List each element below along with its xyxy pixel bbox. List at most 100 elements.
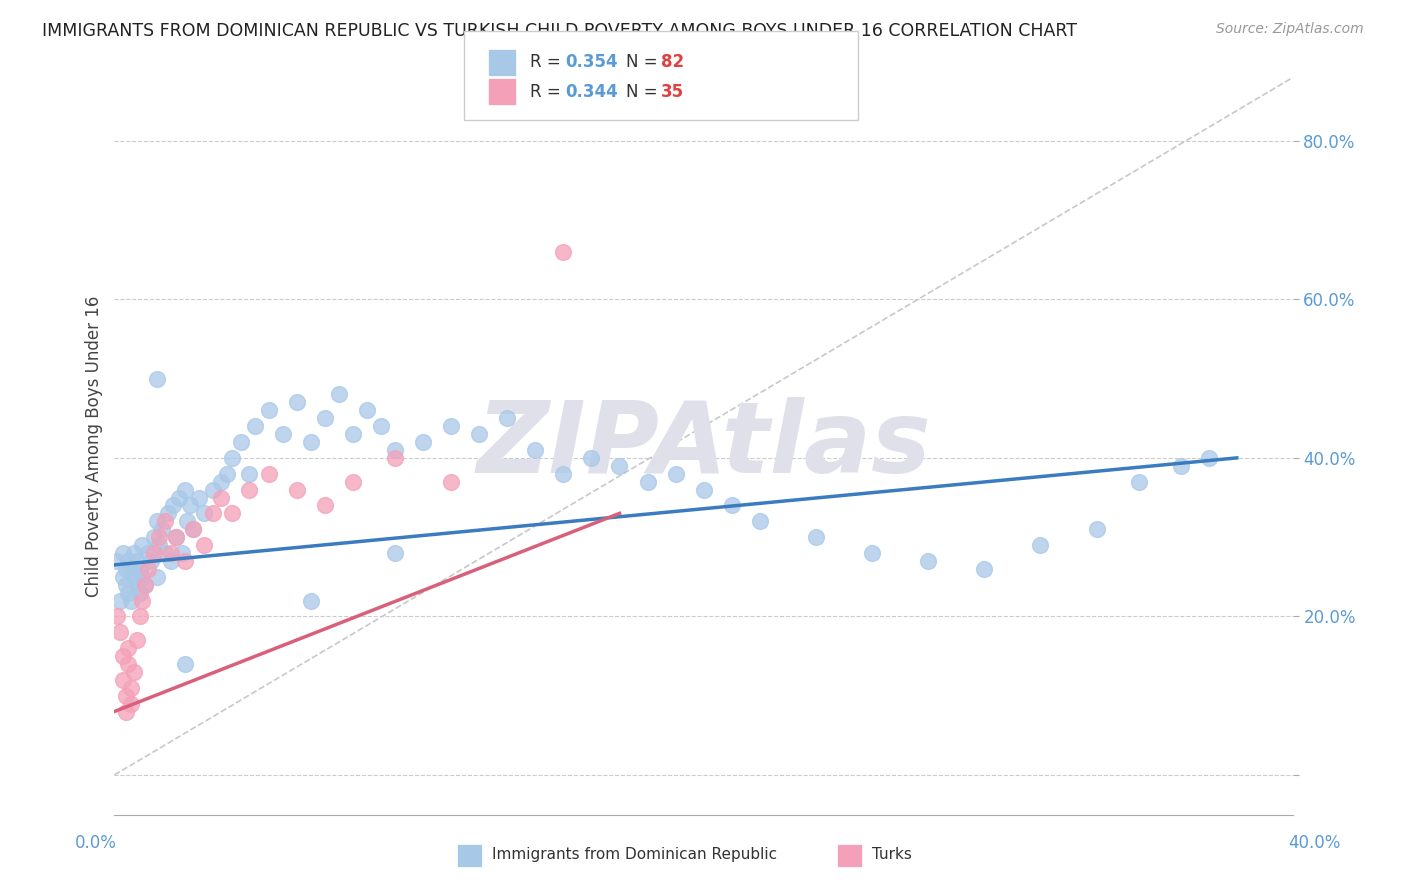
Point [193, 507, 215, 521]
Point [136, 562, 159, 576]
Point [125, 633, 148, 648]
Point [176, 514, 198, 528]
Point [285, 483, 308, 497]
Point [440, 475, 463, 489]
Point [804, 530, 827, 544]
Text: 0.354: 0.354 [565, 54, 617, 71]
Point [117, 585, 139, 599]
Text: R =: R = [530, 83, 567, 101]
Point [148, 530, 170, 544]
Point [524, 442, 547, 457]
Point [125, 577, 148, 591]
Point [120, 593, 142, 607]
Text: Turks: Turks [872, 847, 911, 862]
Point [114, 705, 136, 719]
Point [122, 546, 145, 560]
Point [440, 419, 463, 434]
Point [209, 475, 232, 489]
Point [111, 546, 134, 560]
Point [153, 546, 176, 560]
Text: N =: N = [626, 83, 662, 101]
Text: N =: N = [626, 54, 662, 71]
Point [111, 673, 134, 687]
Point [162, 499, 184, 513]
Point [384, 450, 406, 465]
Point [120, 697, 142, 711]
Point [120, 681, 142, 695]
Point [384, 442, 406, 457]
Point [181, 522, 204, 536]
Point [496, 411, 519, 425]
Point [131, 538, 153, 552]
Point [117, 554, 139, 568]
Text: Immigrants from Dominican Republic: Immigrants from Dominican Republic [492, 847, 778, 862]
Point [173, 554, 195, 568]
Point [108, 625, 131, 640]
Point [271, 427, 294, 442]
Point [167, 491, 190, 505]
Point [148, 538, 170, 552]
Text: R =: R = [530, 54, 567, 71]
Text: ZIPAtlas: ZIPAtlas [477, 398, 931, 494]
Point [860, 546, 883, 560]
Point [128, 585, 150, 599]
Point [238, 483, 260, 497]
Point [609, 458, 631, 473]
Point [553, 467, 575, 481]
Point [468, 427, 491, 442]
Point [299, 593, 322, 607]
Point [159, 554, 181, 568]
Point [122, 570, 145, 584]
Point [665, 467, 688, 481]
Point [128, 609, 150, 624]
Point [134, 577, 156, 591]
Point [412, 435, 434, 450]
Point [136, 546, 159, 560]
Point [215, 467, 238, 481]
Point [314, 411, 336, 425]
Point [156, 507, 179, 521]
Point [356, 403, 378, 417]
Point [108, 593, 131, 607]
Text: IMMIGRANTS FROM DOMINICAN REPUBLIC VS TURKISH CHILD POVERTY AMONG BOYS UNDER 16 : IMMIGRANTS FROM DOMINICAN REPUBLIC VS TU… [42, 22, 1077, 40]
Point [209, 491, 232, 505]
Point [145, 570, 167, 584]
Point [134, 577, 156, 591]
Point [125, 554, 148, 568]
Point [692, 483, 714, 497]
Text: Source: ZipAtlas.com: Source: ZipAtlas.com [1216, 22, 1364, 37]
Point [193, 538, 215, 552]
Point [299, 435, 322, 450]
Point [229, 435, 252, 450]
Point [117, 657, 139, 671]
Point [201, 507, 224, 521]
Point [179, 499, 201, 513]
Text: 0.344: 0.344 [565, 83, 619, 101]
Text: 0.0%: 0.0% [75, 834, 117, 852]
Point [314, 499, 336, 513]
Point [637, 475, 659, 489]
Point [173, 657, 195, 671]
Text: 35: 35 [661, 83, 683, 101]
Point [131, 570, 153, 584]
Text: 82: 82 [661, 54, 683, 71]
Point [111, 570, 134, 584]
Point [139, 554, 162, 568]
Point [243, 419, 266, 434]
Point [581, 450, 603, 465]
Point [257, 467, 280, 481]
Point [105, 554, 128, 568]
Point [748, 514, 770, 528]
Point [159, 546, 181, 560]
Y-axis label: Child Poverty Among Boys Under 16: Child Poverty Among Boys Under 16 [86, 295, 103, 597]
Point [257, 403, 280, 417]
Point [142, 530, 165, 544]
Point [145, 514, 167, 528]
Point [221, 507, 243, 521]
Point [370, 419, 392, 434]
Point [384, 546, 406, 560]
Point [720, 499, 742, 513]
Point [150, 522, 173, 536]
Point [165, 530, 187, 544]
Point [201, 483, 224, 497]
